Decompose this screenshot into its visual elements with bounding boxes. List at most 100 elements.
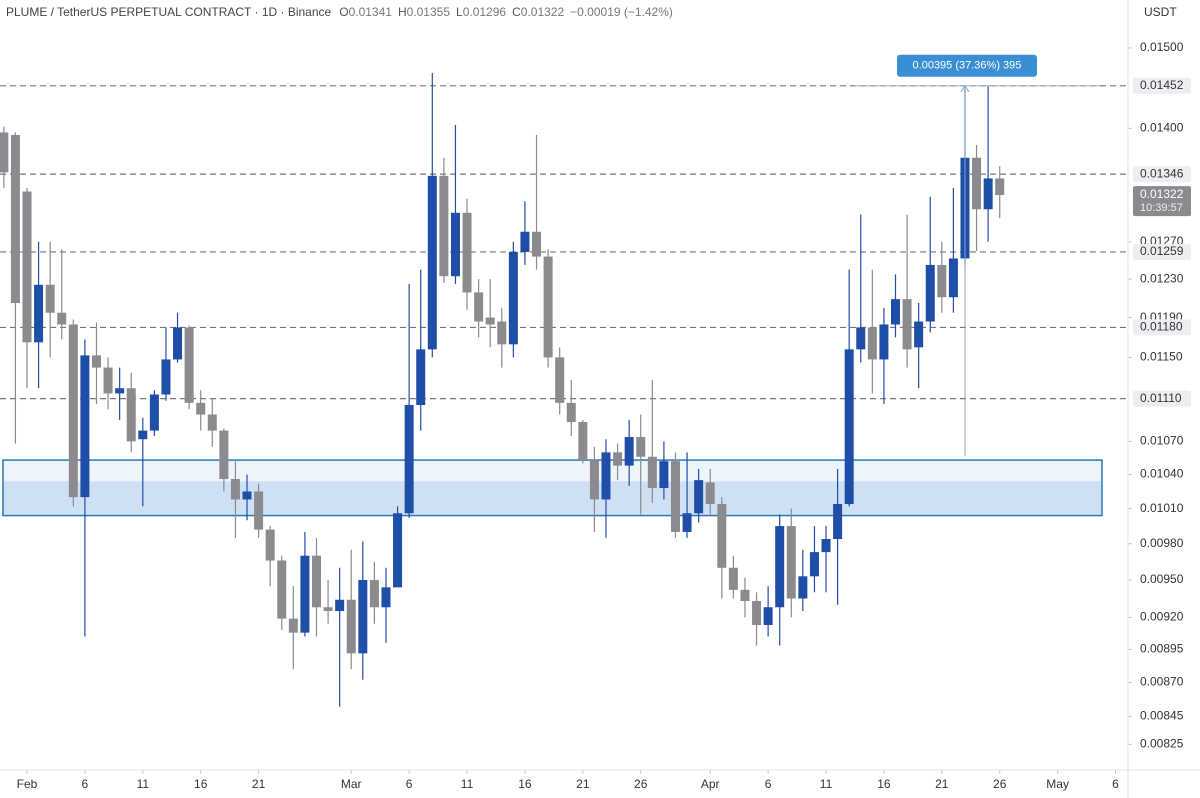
y-tick-label: 0.01150 — [1140, 350, 1183, 364]
x-tick-label: 21 — [935, 777, 949, 791]
candle-body — [149, 394, 159, 431]
y-tick-label: 0.01400 — [1140, 120, 1184, 134]
x-tick-label: 26 — [634, 777, 648, 791]
zone-box — [2, 459, 1103, 517]
zone-fill — [3, 481, 1102, 516]
candle-body — [809, 552, 819, 577]
candle-body — [115, 388, 125, 394]
candle-body — [300, 555, 310, 633]
candle-body — [126, 388, 136, 442]
ohlc-value: 0.01355 — [407, 5, 451, 19]
candle-body — [914, 321, 924, 348]
candle-body — [891, 299, 900, 325]
candle-body — [752, 601, 762, 625]
candle-body — [786, 526, 796, 599]
candle-body — [91, 355, 101, 368]
measure-label: 0.00395 (37.36%) 395 — [913, 60, 1022, 72]
candle-body — [520, 231, 530, 252]
y-tick-label: 0.01010 — [1140, 501, 1184, 515]
candle-body — [242, 491, 252, 500]
x-tick-label: Feb — [17, 777, 38, 791]
change: −0.00019 (−1.42%) — [570, 5, 673, 19]
level-label: 0.01259 — [1140, 244, 1184, 258]
candle-body — [45, 284, 55, 313]
level-label-box — [1133, 243, 1191, 260]
candle-body — [705, 482, 715, 505]
candle-body — [555, 357, 565, 403]
candle-body — [427, 175, 437, 350]
price-label: 0.01322 — [1140, 187, 1184, 201]
candle-body — [937, 264, 947, 298]
candle-body — [995, 178, 1005, 196]
x-tick-label: 26 — [993, 777, 1007, 791]
y-tick-label: 0.00895 — [1140, 642, 1184, 656]
candle-body — [775, 526, 785, 608]
x-tick-label: 6 — [1112, 777, 1119, 791]
ohlc-letter: H — [398, 5, 407, 19]
header: PLUME / TetherUS PERPETUAL CONTRACT · 1D… — [6, 5, 673, 19]
candle-body — [312, 555, 321, 608]
candle-body — [439, 175, 449, 277]
candle-body — [798, 576, 808, 599]
title: PLUME / TetherUS PERPETUAL CONTRACT · 1D… — [6, 5, 332, 19]
candle-body — [844, 349, 854, 505]
candle-body — [369, 579, 379, 608]
candle-body — [416, 349, 426, 405]
candle-body — [22, 191, 32, 343]
level-label-box — [1133, 166, 1191, 183]
candle-layer — [0, 73, 1005, 707]
candle-body — [184, 327, 194, 403]
y-tick-label: 0.00870 — [1140, 675, 1184, 689]
ohlc-value: 0.01341 — [349, 5, 393, 19]
candle-body — [647, 456, 657, 489]
candle-body — [543, 256, 553, 358]
candle-body — [613, 452, 623, 466]
candle-body — [740, 589, 750, 602]
x-tick-label: 16 — [194, 777, 208, 791]
candle-body — [856, 327, 866, 350]
y-tick-label: 0.01070 — [1140, 434, 1184, 448]
candle-body — [867, 327, 877, 360]
level-label-box — [1133, 77, 1191, 94]
candle-body — [902, 299, 912, 350]
candle-body — [103, 367, 113, 394]
candle-body — [821, 539, 831, 553]
currency-label: USDT — [1144, 5, 1177, 19]
level-label: 0.01346 — [1140, 166, 1184, 180]
y-tick-label: 0.00920 — [1140, 610, 1184, 624]
x-tick-label: 16 — [877, 777, 891, 791]
y-tick-label: 0.00980 — [1140, 536, 1184, 550]
candle-body — [682, 513, 692, 532]
candle-body — [508, 251, 518, 345]
candle-body — [578, 421, 588, 461]
candle-body — [288, 618, 298, 633]
candle-body — [485, 317, 495, 325]
x-tick-label: 11 — [461, 777, 474, 791]
candle-body — [57, 312, 67, 325]
candle-body — [694, 480, 704, 514]
candle-body — [404, 404, 414, 514]
candle-body — [624, 437, 634, 466]
candle-body — [34, 284, 44, 343]
x-tick-label: 6 — [765, 777, 772, 791]
candle-body — [80, 355, 90, 498]
ohlc-value: 0.01322 — [521, 5, 565, 19]
candle-body — [0, 132, 9, 173]
candle-body — [381, 587, 391, 608]
candle-body — [728, 567, 738, 590]
y-tick-label: 0.00825 — [1140, 736, 1184, 750]
candle-body — [462, 212, 472, 293]
candle-body — [207, 414, 217, 431]
candle-body — [670, 461, 680, 532]
candle-body — [983, 178, 993, 210]
x-tick-label: 6 — [82, 777, 89, 791]
y-tick-label: 0.01500 — [1140, 40, 1184, 54]
candle-body — [196, 402, 206, 415]
candle-body — [659, 461, 669, 489]
candle-body — [497, 321, 507, 345]
level-label: 0.01110 — [1140, 391, 1182, 405]
y-tick-label: 0.00950 — [1140, 572, 1184, 586]
candle-body — [833, 504, 843, 540]
ohlc-letter: C — [512, 5, 521, 19]
